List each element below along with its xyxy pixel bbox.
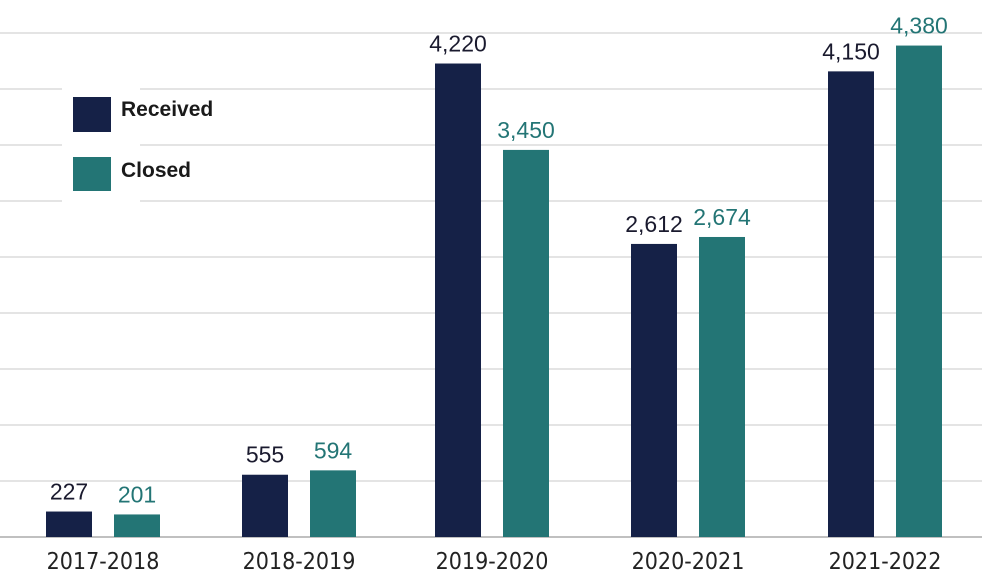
bar-closed-2021-2022 [896,45,942,538]
bar-received-2019-2020 [435,63,481,538]
bar-closed-2018-2019 [310,470,356,537]
data-label-closed-2020-2021: 2,674 [693,204,751,230]
x-tick-label-2017-2018: 2017-2018 [47,549,160,575]
legend-label-received: Received [121,98,213,121]
data-label-received-2020-2021: 2,612 [625,211,683,237]
x-tick-label-2020-2021: 2020-2021 [632,549,745,575]
data-label-closed-2018-2019: 594 [314,437,353,463]
bars-group [46,45,942,538]
bar-received-2017-2018 [46,511,92,537]
x-tick-label-2018-2019: 2018-2019 [243,549,356,575]
data-label-closed-2021-2022: 4,380 [890,13,948,39]
x-tick-label-2021-2022: 2021-2022 [829,549,942,575]
legend-swatch-received [73,97,111,132]
bar-closed-2019-2020 [503,149,549,537]
bar-closed-2017-2018 [114,514,160,537]
data-label-received-2021-2022: 4,150 [822,38,880,64]
bar-received-2020-2021 [631,243,677,537]
bar-closed-2020-2021 [699,236,745,537]
bar-received-2021-2022 [828,71,874,538]
data-label-closed-2019-2020: 3,450 [497,117,555,143]
legend-label-closed: Closed [121,159,191,182]
data-labels-group: 227 201 555 594 4,220 3,450 2,612 2,674 4,150 4,3… [50,13,948,508]
data-label-closed-2017-2018: 201 [118,481,156,507]
data-label-received-2017-2018: 227 [50,479,88,505]
x-axis-tick-labels: 2017-2018 2018-2019 2019-2020 2020-2021 2021… [47,549,942,575]
bar-received-2018-2019 [242,474,288,537]
legend: Received Closed [73,97,213,191]
x-tick-label-2019-2020: 2019-2020 [436,549,549,575]
data-label-received-2018-2019: 555 [246,442,284,468]
gridlines [0,32,982,538]
data-label-received-2019-2020: 4,220 [429,31,487,57]
legend-swatch-closed [73,157,111,191]
